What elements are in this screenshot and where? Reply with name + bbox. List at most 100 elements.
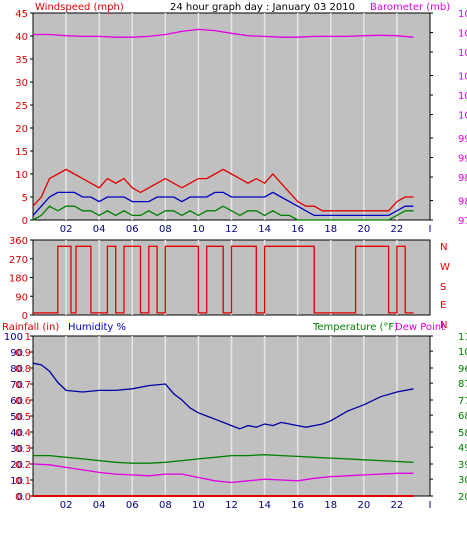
humidity-axis-label: Humidity % (68, 322, 126, 333)
left-axis-tick-label: 40 (10, 428, 23, 439)
left-axis-tick-label: 0 (22, 216, 28, 227)
x-axis-tick-label: 16 (291, 500, 304, 511)
x-axis-tick-label: 22 (391, 500, 404, 511)
x-axis-tick-label: I (429, 224, 432, 235)
left-axis-tick-label: 90 (10, 348, 23, 359)
left-axis-tick-label: 100 (4, 332, 23, 343)
dewpoint-axis-label: Dew Point (395, 322, 445, 333)
left-axis-tick-label: 180 (9, 274, 28, 285)
chart-title: 24 hour graph day : January 03 2010 (170, 2, 355, 13)
left-axis-tick-label: 80 (10, 364, 23, 375)
right-axis-tick-label: 106 (458, 347, 467, 358)
right-axis-tick-label: 1028 (458, 9, 467, 20)
x-axis-tick-label: 12 (225, 224, 238, 235)
x-axis-tick-label: 10 (192, 500, 205, 511)
right-axis-tick-label: 58 (458, 428, 467, 439)
x-axis-tick-label: 08 (159, 224, 172, 235)
rain-axis-tick-label: 0.3 (15, 444, 31, 455)
left-axis-tick-label: 15 (15, 147, 28, 158)
left-axis-tick-label: 60 (10, 396, 23, 407)
right-axis-tick-label: 96 (458, 364, 467, 375)
x-axis-tick-label: 04 (93, 500, 106, 511)
left-axis-tick-label: 360 (9, 236, 28, 247)
right-axis-tick-label: 77 (458, 396, 467, 407)
direction-label-n-bottom: N (440, 320, 447, 331)
series-wind_low-line (32, 205, 414, 221)
x-axis-tick-label: 06 (126, 224, 139, 235)
x-axis-tick-label: 04 (93, 224, 106, 235)
left-axis-tick-label: 10 (15, 170, 28, 181)
x-axis-tick-label: 06 (126, 500, 139, 511)
x-axis-tick-label: 16 (291, 224, 304, 235)
right-axis-tick-label: 1023 (458, 29, 467, 40)
right-axis-tick-label: 991 (458, 154, 467, 165)
left-axis-tick-label: 30 (15, 78, 28, 89)
right-axis-tick-label: 1007 (458, 91, 467, 102)
rainfall-axis-label: Rainfall (in) (2, 322, 59, 333)
rain-axis-tick-label: 0.6 (15, 396, 31, 407)
rain-axis-tick-label: 0.4 (15, 428, 31, 439)
series-temperature-line (33, 454, 414, 464)
x-axis-tick-label: 22 (391, 224, 404, 235)
rain-axis-tick-label: 1 (25, 332, 31, 343)
barometer-axis-label: Barometer (mb) (370, 2, 450, 13)
rain-axis-tick-label: 0.8 (15, 364, 31, 375)
left-axis-tick-label: 5 (22, 193, 28, 204)
series-humidity-line (32, 362, 414, 430)
x-axis-tick-label: 08 (159, 500, 172, 511)
left-axis-tick-label: 0 (17, 492, 23, 503)
direction-label-e: E (440, 300, 446, 311)
left-axis-tick-label: 25 (15, 101, 28, 112)
rain-axis-tick-label: 0.9 (15, 348, 31, 359)
rain-axis-tick-label: 0.0 (15, 492, 31, 503)
left-axis-tick-label: 30 (10, 444, 23, 455)
left-axis-tick-label: 20 (15, 124, 28, 135)
x-axis-tick-label: 18 (324, 500, 337, 511)
left-axis-tick-label: 270 (9, 255, 28, 266)
left-axis-tick-label: 70 (10, 380, 23, 391)
left-axis-tick-label: 0 (22, 311, 28, 322)
right-axis-tick-label: 49 (458, 443, 467, 454)
right-axis-tick-label: 986 (458, 173, 467, 184)
x-axis-tick-label: 02 (60, 500, 73, 511)
left-axis-tick-label: 50 (10, 412, 23, 423)
right-axis-tick-label: 30 (458, 475, 467, 486)
right-axis-tick-label: 39 (458, 460, 467, 471)
x-axis-tick-label: I (429, 500, 432, 511)
temperature-axis-label: Temperature (°F) (312, 322, 398, 333)
x-axis-tick-label: 14 (258, 500, 271, 511)
windspeed-axis-label: Windspeed (mph) (35, 2, 124, 13)
left-axis-tick-label: 10 (10, 476, 23, 487)
x-axis-tick-label: 14 (258, 224, 271, 235)
right-axis-tick-label: 980 (458, 196, 467, 207)
rain-axis-tick-label: 0.1 (15, 476, 31, 487)
left-axis-tick-label: 45 (15, 9, 28, 20)
rain-axis-tick-label: 0.7 (15, 380, 31, 391)
x-axis-tick-label: 18 (324, 224, 337, 235)
right-axis-tick-label: 975 (458, 216, 467, 227)
series-wind_avg-line (32, 191, 414, 217)
x-axis-tick-label: 20 (357, 224, 370, 235)
series-dewpoint-line (32, 463, 414, 484)
right-axis-tick-label: 996 (458, 134, 467, 145)
rain-axis-tick-label: 0.5 (15, 412, 31, 423)
series-barometer-line (33, 28, 414, 38)
left-axis-tick-label: 20 (10, 460, 23, 471)
left-axis-tick-label: 35 (15, 55, 28, 66)
left-axis-tick-label: 40 (15, 32, 28, 43)
series-direction-line (33, 245, 414, 314)
direction-label-n-top: N (440, 242, 447, 253)
x-axis-tick-label: 20 (357, 500, 370, 511)
x-axis-tick-label: 02 (60, 224, 73, 235)
x-axis-tick-label: 12 (225, 500, 238, 511)
series-gust-line (32, 168, 414, 212)
direction-label-w: W (440, 262, 450, 273)
x-axis-tick-label: 10 (192, 224, 205, 235)
right-axis-tick-label: 87 (458, 379, 467, 390)
right-axis-tick-label: 1002 (458, 111, 467, 122)
rain-axis-tick-label: 0.2 (15, 460, 31, 471)
right-axis-tick-label: 115 (458, 332, 467, 343)
